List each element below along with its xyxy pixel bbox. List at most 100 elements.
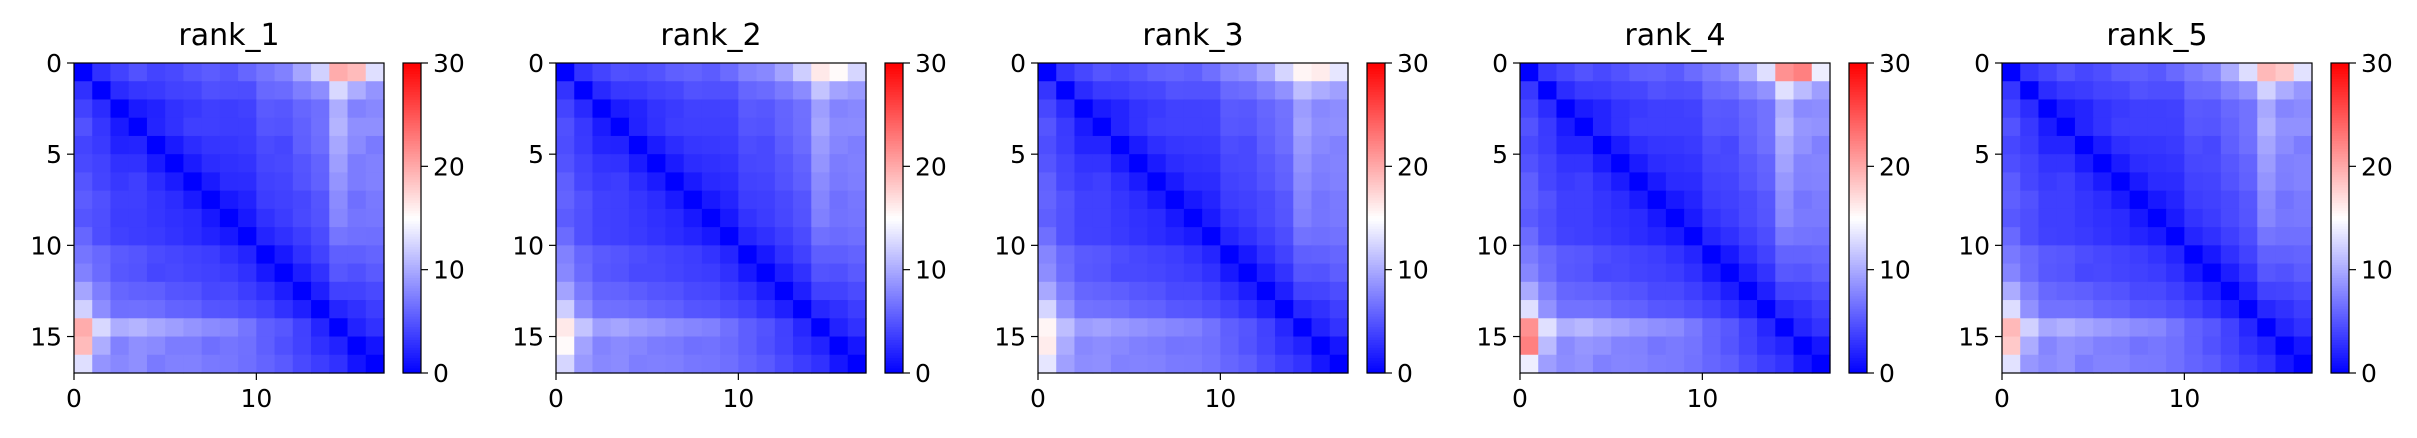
colorbar-segment [885,290,903,294]
heatmap-cell [2074,99,2094,119]
heatmap-cell [365,63,385,82]
heatmap-cell [1056,154,1076,174]
heatmap-cell [574,208,594,228]
heatmap-cell [1556,99,1576,119]
heatmap-cell [1665,354,1685,374]
heatmap-cell [2275,318,2295,338]
heatmap-cell [756,263,776,283]
heatmap-cell [347,227,367,246]
colorbar-segment [2331,184,2349,188]
heatmap-cell [183,227,203,246]
heatmap-cell [2111,281,2131,301]
heatmap-cell [1092,336,1112,356]
colorbar-segment [403,321,421,325]
heatmap-cell [1038,154,1057,174]
heatmap-cell [347,117,367,137]
heatmap-cell [811,336,831,356]
colorbar-segment [403,78,421,82]
heatmap-cell [292,117,312,137]
heatmap-cell [1538,172,1558,192]
heatmap-cell [274,99,294,119]
heatmap-cell [110,263,130,283]
heatmap-cell [146,318,166,338]
heatmap-cell [1720,190,1740,210]
heatmap-cell [1556,63,1576,82]
heatmap-cell [1520,117,1539,137]
heatmap-cell [701,300,721,319]
heatmap-cell [556,81,575,101]
heatmap-cell [292,336,312,356]
heatmap-cell [793,190,812,210]
heatmap-cell [1165,117,1185,137]
colorbar-segment [2331,202,2349,206]
heatmap-cell [128,190,148,210]
heatmap-cell [1256,245,1276,265]
colorbar-segment [1849,334,1867,338]
heatmap-cell [574,263,594,283]
colorbar-segment [1849,99,1867,103]
colorbar-segment [1367,104,1385,108]
heatmap-cell [292,135,312,155]
heatmap-cell [1629,81,1649,101]
heatmap-cell [201,318,221,338]
heatmap-cell [2038,318,2058,338]
colorbar-segment [1367,174,1385,178]
heatmap-cells [74,63,385,374]
colorbar-segment [885,135,903,139]
heatmap-cell [110,172,130,192]
colorbar-segment [2331,199,2349,204]
heatmap-cell [1110,154,1130,174]
heatmap-cell [1574,227,1594,246]
colorbar-segment [403,114,421,118]
heatmap-cell [1074,190,1094,210]
heatmap-cell [165,336,185,356]
heatmap-cell [2275,263,2295,283]
heatmap-cell [1056,99,1076,119]
x-tick-label: 0 [1994,384,2010,413]
heatmap-cell [1520,300,1539,319]
heatmap-cell [2220,81,2240,101]
heatmap-cell [2038,263,2058,283]
colorbar-segment [1849,321,1867,325]
heatmap-cell [92,208,112,228]
colorbar-tick-label: 20 [2361,152,2393,181]
heatmap-cell [1757,300,1776,319]
heatmap-cell [92,81,112,101]
heatmap-cell [219,208,239,228]
heatmap-cell [2093,190,2113,210]
heatmap-cell [1592,154,1612,174]
heatmap-cell [1311,154,1331,174]
heatmap-cell [1538,336,1558,356]
heatmap-cell [1520,263,1539,283]
heatmap-cell [256,263,276,283]
colorbar-segment [403,166,421,170]
heatmap-cell [329,208,349,228]
heatmap-cell [1202,281,1221,301]
heatmap-cell [2220,63,2240,82]
heatmap-cell [274,117,294,137]
heatmap-cell [292,354,312,374]
heatmap-cell [201,172,221,192]
heatmap-cell [774,63,794,82]
heatmap-cell [1611,135,1631,155]
heatmap-cell [238,208,257,228]
heatmap-cell [738,245,758,265]
heatmap-cell [610,154,630,174]
heatmap-cell [2239,263,2258,283]
heatmap-cell [1074,63,1094,82]
heatmap-cell [2166,172,2185,192]
heatmap-cell [847,300,867,319]
heatmap-cell [1256,281,1276,301]
heatmap-cell [1056,63,1076,82]
heatmap-cell [628,172,648,192]
colorbar-segment [1367,334,1385,338]
heatmap-cell [2038,172,2058,192]
colorbar-tick-label: 10 [433,256,465,285]
heatmap-cell [847,117,867,137]
heatmap-cell [628,245,648,265]
colorbar-segment [1849,290,1867,294]
colorbar-segment [2331,246,2349,250]
